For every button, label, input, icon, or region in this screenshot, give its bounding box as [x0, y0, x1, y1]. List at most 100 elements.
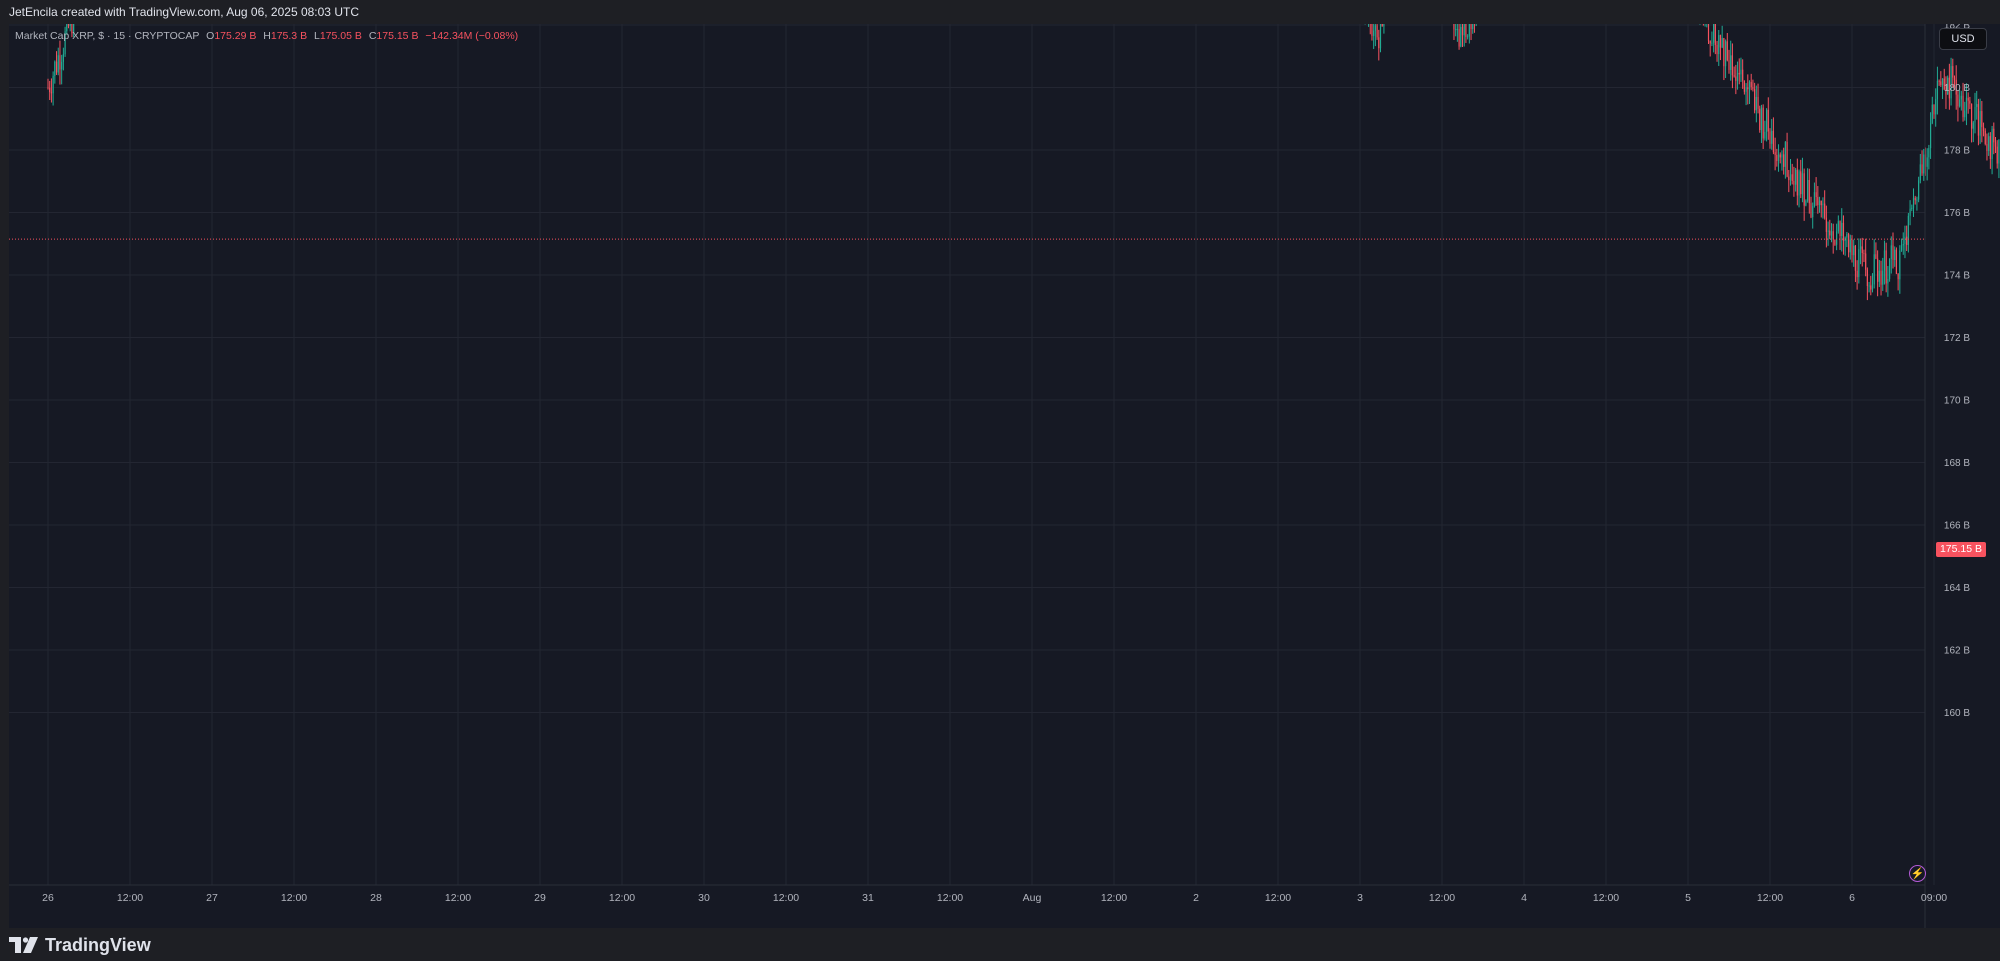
price-tick-label: 172 B [1944, 333, 1970, 344]
candle-body [55, 61, 58, 73]
candle-body [1849, 239, 1851, 253]
price-tick-label: 182 B [1944, 24, 1970, 32]
candle-body [1897, 273, 1899, 280]
candle-body [1928, 148, 1930, 158]
candle-body [1887, 278, 1889, 284]
candle-body [1752, 87, 1754, 90]
time-axis[interactable]: 26 12:00 27 12:00 28 12:00 29 12:00 30 12:00 31 12:… [42, 892, 1947, 904]
candle-body [1374, 25, 1376, 31]
candle-body [1716, 44, 1718, 55]
time-tick-label: 12:00 [773, 892, 799, 904]
candle-body [1947, 77, 1949, 95]
time-tick-label: 5 [1685, 892, 1691, 904]
candle-body [1846, 233, 1848, 238]
candle-body [1989, 136, 1991, 159]
candle-body [1938, 80, 1940, 82]
candle-body [1853, 245, 1855, 256]
candle-body [1986, 143, 1988, 151]
time-tick-label: 6 [1849, 892, 1855, 904]
time-tick-label: 31 [862, 892, 874, 904]
price-tick-label: 166 B [1944, 521, 1970, 532]
candle-body [1772, 130, 1775, 153]
candle-body [1859, 246, 1862, 250]
candle-body [1736, 72, 1739, 81]
candle-body [1841, 222, 1843, 237]
candle-body [64, 31, 66, 55]
candle-body [1976, 104, 1978, 107]
candle-body [1810, 203, 1812, 218]
candle-body [1460, 26, 1462, 47]
candle-body [1875, 254, 1877, 259]
candle-body [1839, 221, 1841, 237]
candle-body [69, 24, 71, 26]
candle-body [1873, 254, 1875, 285]
candle-body [1943, 78, 1945, 90]
candle-body [1964, 110, 1966, 118]
candle-body [1783, 154, 1785, 167]
candle-body [1779, 154, 1781, 158]
candle-body [1730, 55, 1732, 70]
candle-body [1972, 122, 1974, 129]
candle-body [1870, 285, 1872, 290]
candle-body [1953, 77, 1956, 80]
candle-body [1801, 173, 1804, 195]
candle-body [1764, 131, 1766, 139]
candle-body [1750, 81, 1752, 88]
candle-body [1458, 28, 1460, 47]
candle-body [1812, 206, 1814, 218]
candle-body [1834, 239, 1836, 245]
candle-body [1894, 249, 1896, 260]
time-tick-label: 28 [370, 892, 382, 904]
time-tick-label: 12:00 [281, 892, 307, 904]
candle-body [1829, 230, 1831, 236]
time-tick-label: 09:00 [1921, 892, 1947, 904]
candle-body [59, 55, 61, 70]
candle-body [1796, 169, 1798, 196]
candle-body [1786, 142, 1788, 177]
candle-body [1880, 270, 1882, 285]
tradingview-logo[interactable]: TradingView [9, 932, 151, 958]
candle-body [1467, 36, 1469, 38]
tradingview-logo-icon [9, 937, 38, 953]
lightning-icon[interactable]: ⚡ [1909, 865, 1926, 882]
price-tick-label: 178 B [1944, 146, 1970, 157]
candle-body [1815, 192, 1817, 198]
currency-button[interactable]: USD [1939, 28, 1987, 50]
candle-body [1919, 164, 1921, 181]
candle-body [1800, 171, 1802, 195]
candle-body [1895, 249, 1898, 274]
candle-body [1371, 24, 1373, 36]
candle-body [1977, 104, 1980, 136]
candle-body [1709, 40, 1711, 44]
candle-body [1941, 78, 1944, 86]
candle-body [1969, 100, 1971, 104]
candle-body [1899, 250, 1901, 280]
candle-body [1909, 208, 1911, 216]
candle-body [1771, 130, 1773, 144]
candle-body [1854, 245, 1857, 271]
candle-body [1832, 231, 1834, 240]
time-tick-label: 3 [1357, 892, 1363, 904]
candlestick-chart[interactable]: 160 B 162 B 164 B 166 B 168 B 170 B 172 B 174 B… [9, 24, 2000, 928]
candle-body [1383, 24, 1385, 27]
candle-body [1822, 203, 1824, 206]
price-axis[interactable]: 160 B 162 B 164 B 166 B 168 B 170 B 172 B 174 B… [1944, 24, 1970, 719]
candle-body [1806, 179, 1809, 201]
candle-body [1745, 87, 1747, 92]
candle-body [61, 61, 63, 70]
candle-body [1781, 154, 1783, 158]
grid-lines [9, 24, 1935, 885]
candle-body [1979, 111, 1981, 136]
candle-body [1921, 164, 1923, 174]
candle-body [1379, 24, 1382, 49]
brand-name: TradingView [45, 934, 151, 955]
candle-body [1791, 174, 1793, 182]
chart-area[interactable]: 160 B 162 B 164 B 166 B 168 B 170 B 172 B 174 B… [9, 24, 2000, 928]
candle-body [1719, 35, 1722, 48]
high-value: 175.3 B [270, 30, 308, 42]
candles [47, 24, 2000, 301]
price-tick-label: 176 B [1944, 208, 1970, 219]
close-label: C [368, 30, 377, 42]
candle-body [1738, 72, 1740, 75]
time-tick-label: 12:00 [445, 892, 471, 904]
